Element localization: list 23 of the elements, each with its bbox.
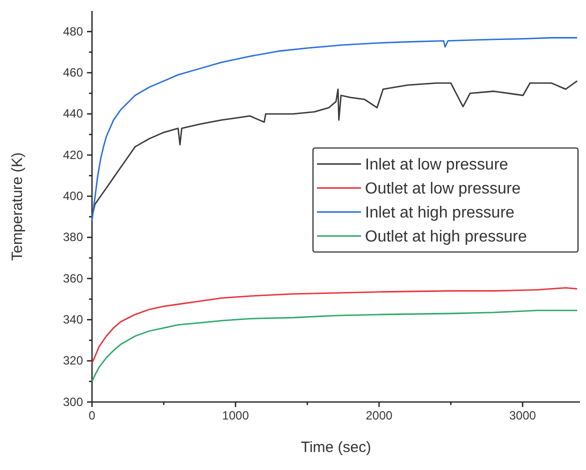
y-tick-label: 400 [62,189,84,204]
x-tick-label: 0 [88,408,96,423]
legend-label: Inlet at high pressure [365,204,515,222]
x-tick-label: 3000 [509,408,536,423]
y-tick-label: 300 [62,394,84,409]
line-series [91,310,578,382]
legend-label: Inlet at low pressure [365,156,508,174]
x-axis-title: Time (sec) [300,439,372,456]
line-series [91,287,578,364]
y-axis-title: Temperature (K) [9,152,26,261]
y-tick-label: 380 [62,230,84,244]
y-tick-label: 460 [62,66,84,80]
y-tick-label: 320 [62,354,84,368]
line-series [91,37,578,222]
legend-label: Outlet at high pressure [365,228,527,246]
y-tick-label: 340 [62,312,84,327]
y-tick-label: 480 [62,24,84,38]
y-tick-label: 420 [62,148,84,162]
x-tick-label: 1000 [222,408,250,423]
y-tick-label: 360 [62,271,84,286]
legend-label: Outlet at low pressure [365,180,521,198]
y-tick-label: 440 [62,106,84,121]
x-tick-label: 2000 [366,408,393,423]
